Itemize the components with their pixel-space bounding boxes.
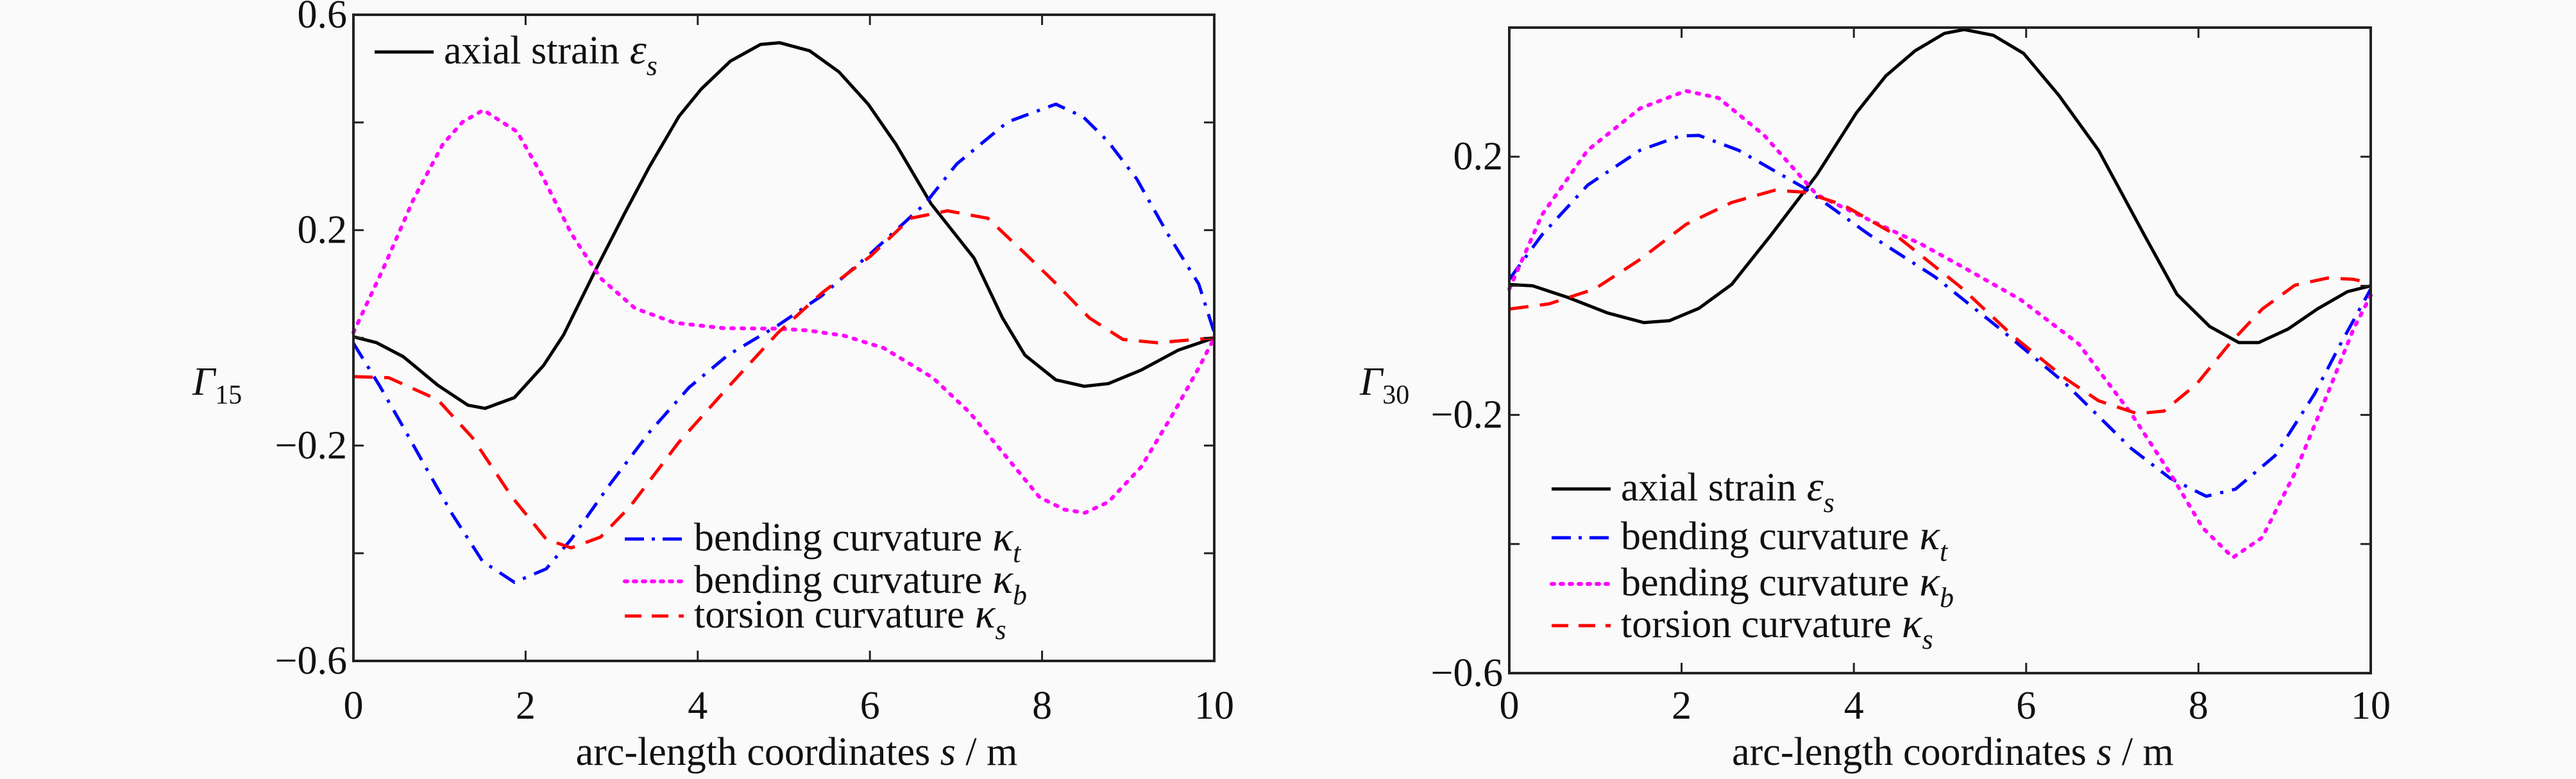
- x-tick-label: 0: [344, 684, 364, 728]
- legend-item: bending curvature κb: [623, 556, 1027, 611]
- series-line-dashed-s: [353, 209, 1215, 550]
- x-tick-label: 4: [688, 684, 708, 728]
- legend-subscript: s: [996, 614, 1006, 646]
- y-axis-label: Γ15: [192, 360, 242, 410]
- y-tick-label: −0.2: [1431, 393, 1503, 437]
- x-axis-label-unit: / m: [956, 730, 1017, 774]
- legend-symbol: κ: [1902, 600, 1923, 647]
- legend-symbol: κ: [1919, 512, 1940, 559]
- y-tick-label: 0.2: [1453, 135, 1504, 178]
- legend-label: axial strain εs: [444, 26, 657, 81]
- x-axis-label: arc-length coordinates s / m: [1732, 730, 2174, 774]
- legend-name: bending curvature: [1621, 561, 1909, 604]
- y-axis-label: Γ30: [1359, 360, 1409, 410]
- legend-item: bending curvature κt: [1552, 512, 1949, 567]
- legend-subscript: b: [1940, 582, 1954, 613]
- series-line-solid-s: [353, 41, 1215, 410]
- legend-label: bending curvature κt: [1621, 512, 1949, 567]
- plot-frame: [1508, 26, 2372, 674]
- x-tick-label: 4: [1844, 684, 1864, 728]
- x-tick-label: 6: [2016, 684, 2036, 728]
- x-axis-label: arc-length coordinates s / m: [576, 730, 1018, 774]
- chart-2: 0 2 4 6 8 10 −0.6 −0.2 0.2 Γ30 arc-length coordina…: [1359, 26, 2391, 774]
- legend-subscript: s: [1922, 624, 1933, 655]
- legend-symbol: κ: [992, 556, 1013, 603]
- legend-label: axial strain εs: [1621, 463, 1835, 518]
- legend-subscript: t: [1013, 537, 1022, 569]
- legend-label: bending curvature κb: [1621, 558, 1954, 613]
- legend-symbol: κ: [992, 513, 1013, 560]
- legend-symbol: κ: [1919, 558, 1940, 605]
- y-tick-label: 0.6: [298, 0, 348, 37]
- legend-name: axial strain: [444, 29, 620, 73]
- legend-label: bending curvature κt: [694, 513, 1022, 569]
- x-axis-label-var: s: [2096, 730, 2112, 774]
- x-tick-label: 6: [860, 684, 880, 728]
- legend-subscript: s: [647, 50, 657, 81]
- legend-name: bending curvature: [694, 558, 982, 602]
- x-axis-label-text: arc-length coordinates: [576, 730, 940, 774]
- series-line-dotted-b: [1507, 89, 2373, 560]
- y-axis-label-main: Γ: [1359, 360, 1384, 404]
- series-line-dashdot-t: [1507, 133, 2373, 498]
- legend-symbol: ε: [630, 26, 647, 73]
- x-tick-label: 8: [2189, 684, 2208, 728]
- x-axis-label-text: arc-length coordinates: [1732, 730, 2096, 774]
- series-line-solid-s: [1509, 28, 2371, 345]
- legend-symbol: ε: [1807, 463, 1824, 510]
- legend-name: torsion curvature: [1621, 603, 1892, 646]
- y-axis-label-sub: 15: [215, 381, 242, 410]
- legend-item: axial strain εs: [375, 26, 657, 81]
- x-tick-label: 2: [516, 684, 536, 728]
- legend-item: bending curvature κt: [625, 513, 1022, 569]
- y-tick-label: −0.2: [275, 424, 347, 467]
- legend-name: axial strain: [1621, 466, 1797, 509]
- x-tick-label: 8: [1032, 684, 1052, 728]
- legend-symbol: κ: [975, 590, 996, 637]
- x-axis-label-var: s: [940, 730, 956, 774]
- legend-subscript: s: [1824, 487, 1835, 518]
- legend-name: bending curvature: [694, 516, 982, 560]
- legend-item: bending curvature κb: [1550, 558, 1954, 613]
- x-axis-label-unit: / m: [2112, 730, 2173, 774]
- y-axis-label-main: Γ: [192, 360, 217, 404]
- y-tick-label: −0.6: [275, 639, 347, 683]
- legend-label: torsion curvature κs: [1621, 600, 1933, 655]
- legend-name: bending curvature: [1621, 515, 1909, 558]
- x-tick-label: 2: [1672, 684, 1691, 728]
- legend-item: axial strain εs: [1552, 463, 1835, 518]
- y-axis-label-sub: 30: [1382, 381, 1409, 410]
- legend-item: torsion curvature κs: [625, 590, 1006, 646]
- series-line-dashed-s: [1509, 189, 2371, 416]
- series-line-dashdot-t: [352, 102, 1216, 584]
- x-tick-label: 10: [1194, 684, 1234, 728]
- legend-item: torsion curvature κs: [1552, 600, 1933, 655]
- legend-subscript: b: [1013, 579, 1027, 611]
- chart-1: 0 2 4 6 8 10 −0.6 −0.2 0.2 0.6 Γ15 arc-length coord…: [192, 0, 1234, 774]
- legend-label: bending curvature κb: [694, 556, 1027, 611]
- y-tick-label: −0.6: [1431, 651, 1503, 695]
- series-line-dotted-b: [352, 108, 1216, 515]
- x-tick-label: 0: [1500, 684, 1520, 728]
- x-tick-label: 10: [2351, 684, 2391, 728]
- legend-name: torsion curvature: [694, 593, 965, 637]
- legend-subscript: t: [1940, 536, 1949, 567]
- legend-label: torsion curvature κs: [694, 590, 1006, 646]
- y-tick-label: 0.2: [298, 209, 348, 252]
